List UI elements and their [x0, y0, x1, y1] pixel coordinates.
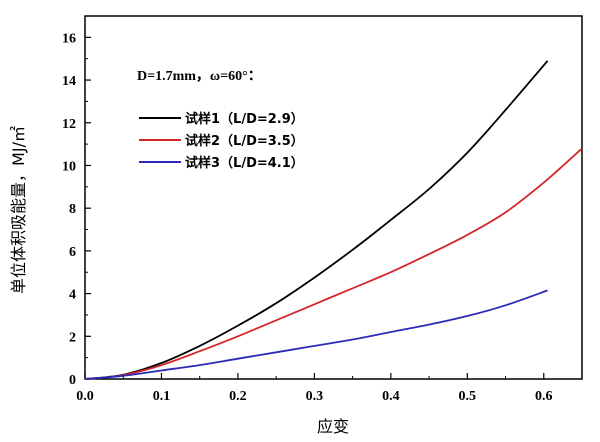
legend: 试样1（L/D=2.9） 试样2（L/D=3.5） 试样3（L/D=4.1）	[139, 111, 304, 171]
x-axis-title: 应变	[317, 417, 349, 436]
y-tick-label: 8	[69, 202, 76, 217]
series-line-2	[84, 147, 583, 380]
x-tick-label: 0.1	[153, 389, 171, 404]
y-tick-label: 2	[69, 330, 76, 345]
series-line-1	[84, 60, 549, 380]
chart-annotation: D=1.7mm，ω=60°：	[137, 69, 262, 84]
y-axis-title: 单位体积吸能量，MJ/㎡	[9, 126, 28, 294]
plot-frame	[84, 15, 583, 380]
x-tick-label: 0.0	[76, 389, 94, 404]
series-line-3	[84, 289, 548, 380]
y-tick-label: 4	[69, 288, 76, 303]
legend-label-2: 试样2（L/D=3.5）	[185, 133, 304, 149]
y-axis-ticks: 0 2 4 6 8 10 12 14 16	[62, 15, 91, 388]
x-tick-label: 0.6	[535, 389, 553, 404]
y-tick-label: 12	[62, 117, 76, 132]
series-lines	[84, 60, 583, 380]
y-tick-label: 6	[69, 245, 76, 260]
x-axis-ticks: 0.0 0.1 0.2 0.3 0.4 0.5 0.6	[76, 373, 553, 404]
y-tick-label: 10	[62, 159, 76, 174]
legend-label-3: 试样3（L/D=4.1）	[185, 155, 304, 171]
legend-label-1: 试样1（L/D=2.9）	[185, 111, 304, 127]
y-tick-label: 0	[69, 373, 76, 388]
y-tick-label: 16	[62, 31, 76, 46]
x-tick-label: 0.3	[306, 389, 324, 404]
x-tick-label: 0.2	[229, 389, 247, 404]
x-tick-label: 0.4	[382, 389, 400, 404]
x-tick-label: 0.5	[459, 389, 477, 404]
y-tick-label: 14	[62, 74, 76, 89]
